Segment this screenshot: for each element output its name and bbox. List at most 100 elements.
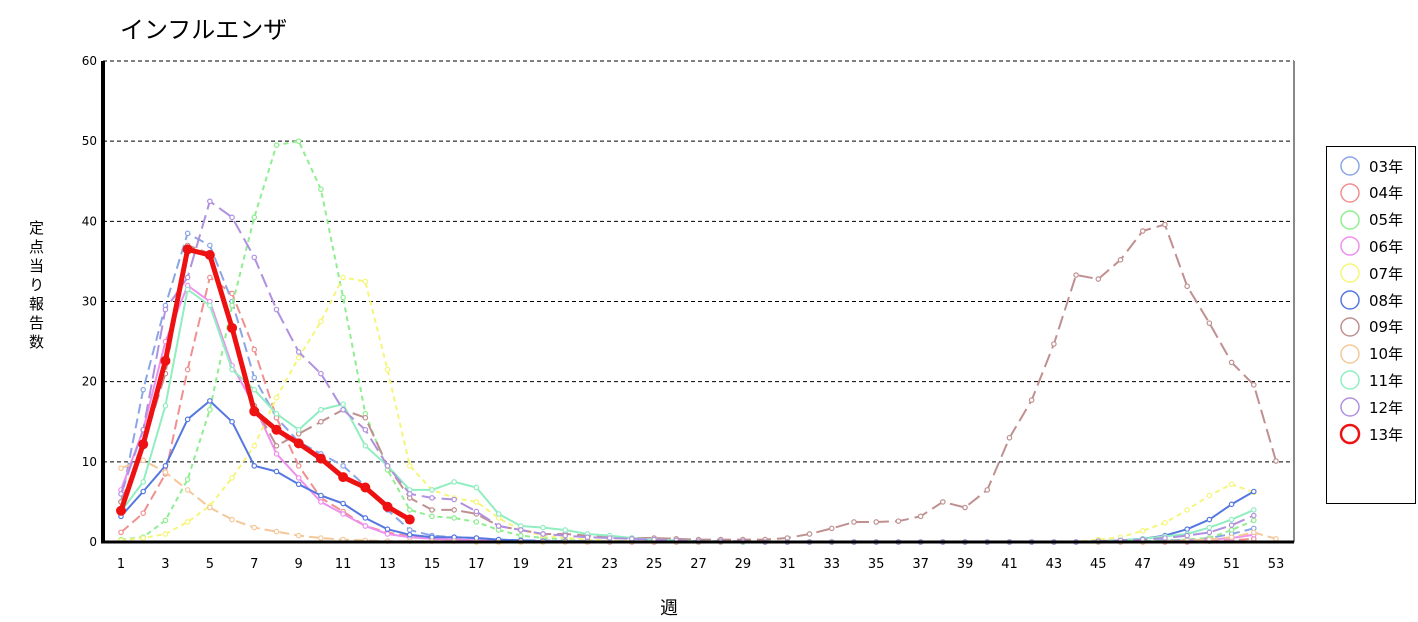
data-point <box>362 523 369 529</box>
series-group <box>116 138 1279 545</box>
data-point <box>562 527 569 533</box>
data-point <box>1250 517 1257 524</box>
data-point <box>184 286 191 293</box>
data-point <box>295 475 302 481</box>
legend-marker-icon <box>1340 370 1360 391</box>
data-point <box>229 302 235 309</box>
data-point <box>118 465 124 472</box>
data-point <box>584 534 591 540</box>
legend: 03年 04年 05年 06年 07年 08年 09年 10年 11年 12年 13年 <box>1326 146 1416 504</box>
data-point <box>318 370 324 377</box>
data-point <box>1162 535 1168 541</box>
legend-marker-icon <box>1340 183 1360 203</box>
data-point <box>273 394 280 401</box>
data-point <box>1250 512 1257 519</box>
series-13年 <box>116 244 415 525</box>
data-point <box>249 406 260 417</box>
y-tick-label: 60 <box>82 54 97 68</box>
series-07年 <box>118 274 1257 545</box>
legend-item: 05年 <box>1339 207 1403 233</box>
legend-label: 12年 <box>1369 398 1404 417</box>
data-point <box>273 451 280 457</box>
series-line <box>120 276 1254 543</box>
data-point <box>451 515 457 521</box>
data-point <box>362 426 369 433</box>
data-point <box>295 463 302 469</box>
data-point <box>251 463 258 469</box>
data-point <box>338 472 349 483</box>
data-point <box>540 531 546 537</box>
data-point <box>851 519 857 525</box>
data-point <box>473 499 480 505</box>
data-point <box>295 138 302 144</box>
data-point <box>1162 221 1168 228</box>
legend-label: 09年 <box>1369 318 1404 337</box>
series-05年 <box>118 138 1257 545</box>
data-point <box>1250 382 1257 388</box>
legend-marker-icon <box>1340 397 1360 417</box>
series-line <box>120 276 1255 543</box>
data-point <box>140 386 147 393</box>
series-line <box>120 140 1255 543</box>
data-point <box>251 254 258 261</box>
data-point <box>451 479 457 485</box>
x-tick-label: 17 <box>468 557 485 572</box>
chart-title: インフルエンザ <box>120 16 288 44</box>
data-point <box>895 518 902 524</box>
data-point <box>295 354 302 361</box>
data-point <box>184 366 191 373</box>
data-point <box>1250 488 1257 495</box>
data-point <box>340 294 346 301</box>
legend-marker-icon <box>1340 343 1360 364</box>
x-tick-label: 35 <box>868 557 885 572</box>
x-tick-label: 47 <box>1134 557 1151 572</box>
data-point <box>251 524 258 531</box>
data-point <box>384 526 391 532</box>
data-point <box>184 487 191 493</box>
data-point <box>273 142 280 148</box>
data-point <box>606 535 613 541</box>
data-point <box>162 517 169 524</box>
x-tick-label: 39 <box>957 557 974 572</box>
data-point <box>1273 458 1279 464</box>
data-point <box>184 230 191 237</box>
data-point <box>273 528 280 535</box>
y-tick-label: 40 <box>82 214 97 228</box>
data-point <box>315 453 326 464</box>
series-line <box>120 288 1255 543</box>
data-point <box>340 274 346 281</box>
legend-marker-icon <box>1340 209 1360 230</box>
data-point <box>229 516 235 523</box>
data-point <box>116 505 126 516</box>
legend-label: 04年 <box>1369 184 1404 203</box>
data-point <box>362 515 369 521</box>
data-point <box>362 414 369 421</box>
legend-label: 03年 <box>1369 157 1404 176</box>
x-tick-labels: 1 3 5 7 9 11 13 15 17 19 21 23 25 27 29 31 33 35 37 39 41 43 4… <box>117 557 1284 572</box>
data-point <box>384 531 391 537</box>
data-point <box>1206 492 1213 499</box>
x-tick-label: 51 <box>1223 557 1240 572</box>
legend-item: 06年 <box>1339 233 1403 259</box>
x-tick-label: 41 <box>1001 557 1018 572</box>
series-line <box>120 399 1255 543</box>
legend-item: 12年 <box>1339 394 1403 420</box>
data-point <box>562 532 569 539</box>
legend-marker-icon <box>1340 236 1360 257</box>
data-point <box>1051 341 1057 347</box>
data-point <box>118 529 124 536</box>
data-point <box>160 355 171 366</box>
data-point <box>1206 524 1213 531</box>
data-point <box>984 487 991 493</box>
data-point <box>1139 527 1146 534</box>
data-point <box>1228 522 1235 528</box>
data-point <box>406 507 413 513</box>
data-point <box>1028 397 1035 403</box>
data-point <box>1250 529 1257 536</box>
data-point <box>118 491 124 497</box>
data-point <box>1139 228 1146 234</box>
x-axis-label: 週 <box>660 598 678 619</box>
data-point <box>340 511 346 517</box>
data-point <box>429 513 435 520</box>
legend-item: 10年 <box>1339 341 1403 367</box>
